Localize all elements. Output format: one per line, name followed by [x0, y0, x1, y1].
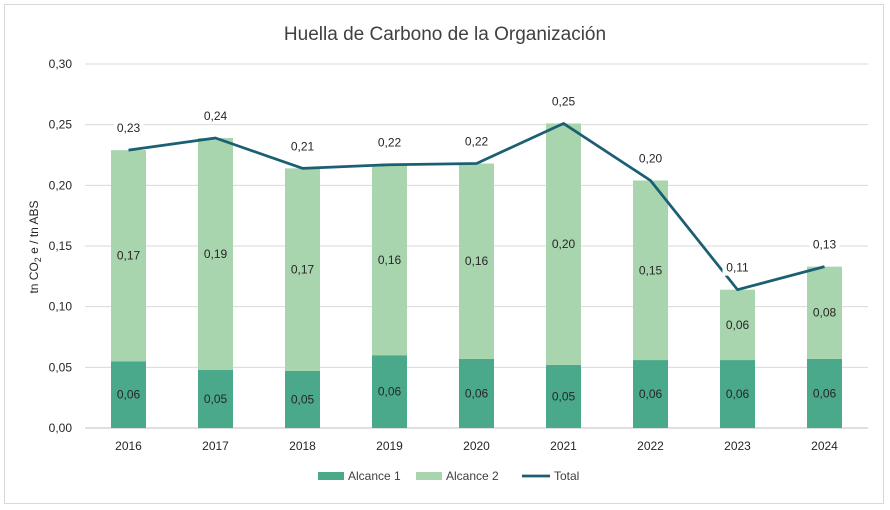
x-tick-label: 2024 — [811, 439, 838, 453]
bar-alcance-1-2016 — [111, 361, 146, 428]
y-tick-label: 0,00 — [49, 421, 73, 435]
data-label-total: 0,20 — [639, 151, 663, 165]
data-label-total: 0,22 — [378, 136, 402, 150]
data-label-alcance-1: 0,05 — [291, 392, 315, 406]
data-label-alcance-1: 0,05 — [552, 389, 576, 403]
y-tick-label: 0,20 — [49, 178, 73, 192]
legend: Alcance 1 Alcance 2 Total — [318, 469, 579, 483]
data-label-alcance-2: 0,16 — [378, 253, 402, 267]
total-label-bg — [722, 259, 753, 276]
bar-alcance-2-2020 — [459, 163, 494, 359]
data-label-alcance-2: 0,16 — [465, 254, 489, 268]
legend-label-alcance-2: Alcance 2 — [446, 469, 499, 483]
data-label-total: 0,13 — [813, 238, 837, 252]
y-tick-label: 0,25 — [49, 118, 73, 132]
total-label-bg — [809, 236, 840, 253]
bars — [111, 123, 842, 428]
data-label-total: 0,11 — [726, 261, 749, 275]
y-tick-label: 0,05 — [49, 360, 73, 374]
x-tick-label: 2018 — [289, 439, 316, 453]
bar-alcance-1-2022 — [633, 360, 668, 428]
data-label-alcance-1: 0,06 — [639, 387, 663, 401]
bar-alcance-2-2019 — [372, 164, 407, 356]
legend-swatch-alcance-2 — [416, 472, 442, 480]
total-label-bg — [548, 93, 579, 110]
total-label-bg — [374, 134, 405, 151]
x-tick-label: 2023 — [724, 439, 751, 453]
data-label-total: 0,24 — [204, 109, 228, 123]
total-label-bg — [287, 138, 318, 155]
bar-alcance-1-2019 — [372, 355, 407, 428]
data-label-alcance-2: 0,17 — [117, 249, 141, 263]
legend-label-alcance-1: Alcance 1 — [348, 469, 401, 483]
data-label-alcance-2: 0,06 — [726, 318, 750, 332]
x-tick-label: 2017 — [202, 439, 229, 453]
data-label-alcance-2: 0,08 — [813, 306, 837, 320]
data-label-total: 0,21 — [291, 139, 315, 153]
y-tick-label: 0,30 — [49, 57, 73, 71]
bar-alcance-2-2022 — [633, 180, 668, 361]
bar-alcance-2-2021 — [546, 123, 581, 365]
chart-title: Huella de Carbono de la Organización — [284, 24, 606, 45]
total-line — [128, 122, 825, 292]
total-label-bg — [635, 150, 666, 167]
data-label-total: 0,23 — [117, 121, 141, 135]
data-label-total: 0,22 — [465, 134, 489, 148]
total-label-bg — [461, 133, 492, 150]
x-axis: 2016 2017 2018 2019 2020 2021 2022 2023 2024 — [115, 439, 838, 453]
data-label-alcance-1: 0,06 — [117, 388, 141, 402]
legend-swatch-alcance-1 — [318, 472, 344, 480]
bar-alcance-1-2017 — [198, 369, 233, 428]
data-label-alcance-2: 0,15 — [639, 263, 663, 277]
data-label-alcance-1: 0,06 — [378, 385, 402, 399]
y-tick-label: 0,10 — [49, 300, 73, 314]
data-labels: 0,06 0,17 0,05 0,19 0,05 0,17 0,06 0,16 0,06 0,16… — [113, 93, 840, 406]
bar-alcance-2-2016 — [111, 150, 146, 362]
bar-alcance-1-2018 — [285, 370, 320, 428]
x-tick-label: 2021 — [550, 439, 577, 453]
data-label-alcance-1: 0,06 — [726, 387, 750, 401]
x-tick-label: 2016 — [115, 439, 142, 453]
total-line-group — [128, 122, 825, 292]
data-label-alcance-2: 0,20 — [552, 237, 576, 251]
bar-alcance-1-2020 — [459, 358, 494, 428]
data-label-alcance-2: 0,19 — [204, 247, 228, 261]
data-label-alcance-1: 0,05 — [204, 392, 228, 406]
total-label-bg — [200, 108, 231, 125]
bar-alcance-2-2024 — [807, 266, 842, 359]
bar-alcance-1-2023 — [720, 360, 755, 428]
data-label-alcance-2: 0,17 — [291, 263, 315, 277]
bar-alcance-2-2017 — [198, 138, 233, 370]
bar-alcance-1-2021 — [546, 364, 581, 428]
data-label-alcance-1: 0,06 — [813, 386, 837, 400]
x-tick-label: 2022 — [637, 439, 664, 453]
y-axis-label: tn CO2 e / tn ABS — [27, 200, 43, 293]
data-label-total: 0,25 — [552, 94, 576, 108]
y-axis: 0,00 0,05 0,10 0,15 0,20 0,25 0,30 — [49, 57, 73, 435]
x-tick-label: 2020 — [463, 439, 490, 453]
bar-alcance-2-2018 — [285, 168, 320, 371]
data-label-alcance-1: 0,06 — [465, 386, 489, 400]
bar-alcance-2-2023 — [720, 289, 755, 361]
legend-label-total: Total — [554, 469, 579, 483]
x-tick-label: 2019 — [376, 439, 403, 453]
y-tick-label: 0,15 — [49, 239, 73, 253]
bar-alcance-1-2024 — [807, 358, 842, 428]
total-label-bg — [113, 120, 144, 137]
